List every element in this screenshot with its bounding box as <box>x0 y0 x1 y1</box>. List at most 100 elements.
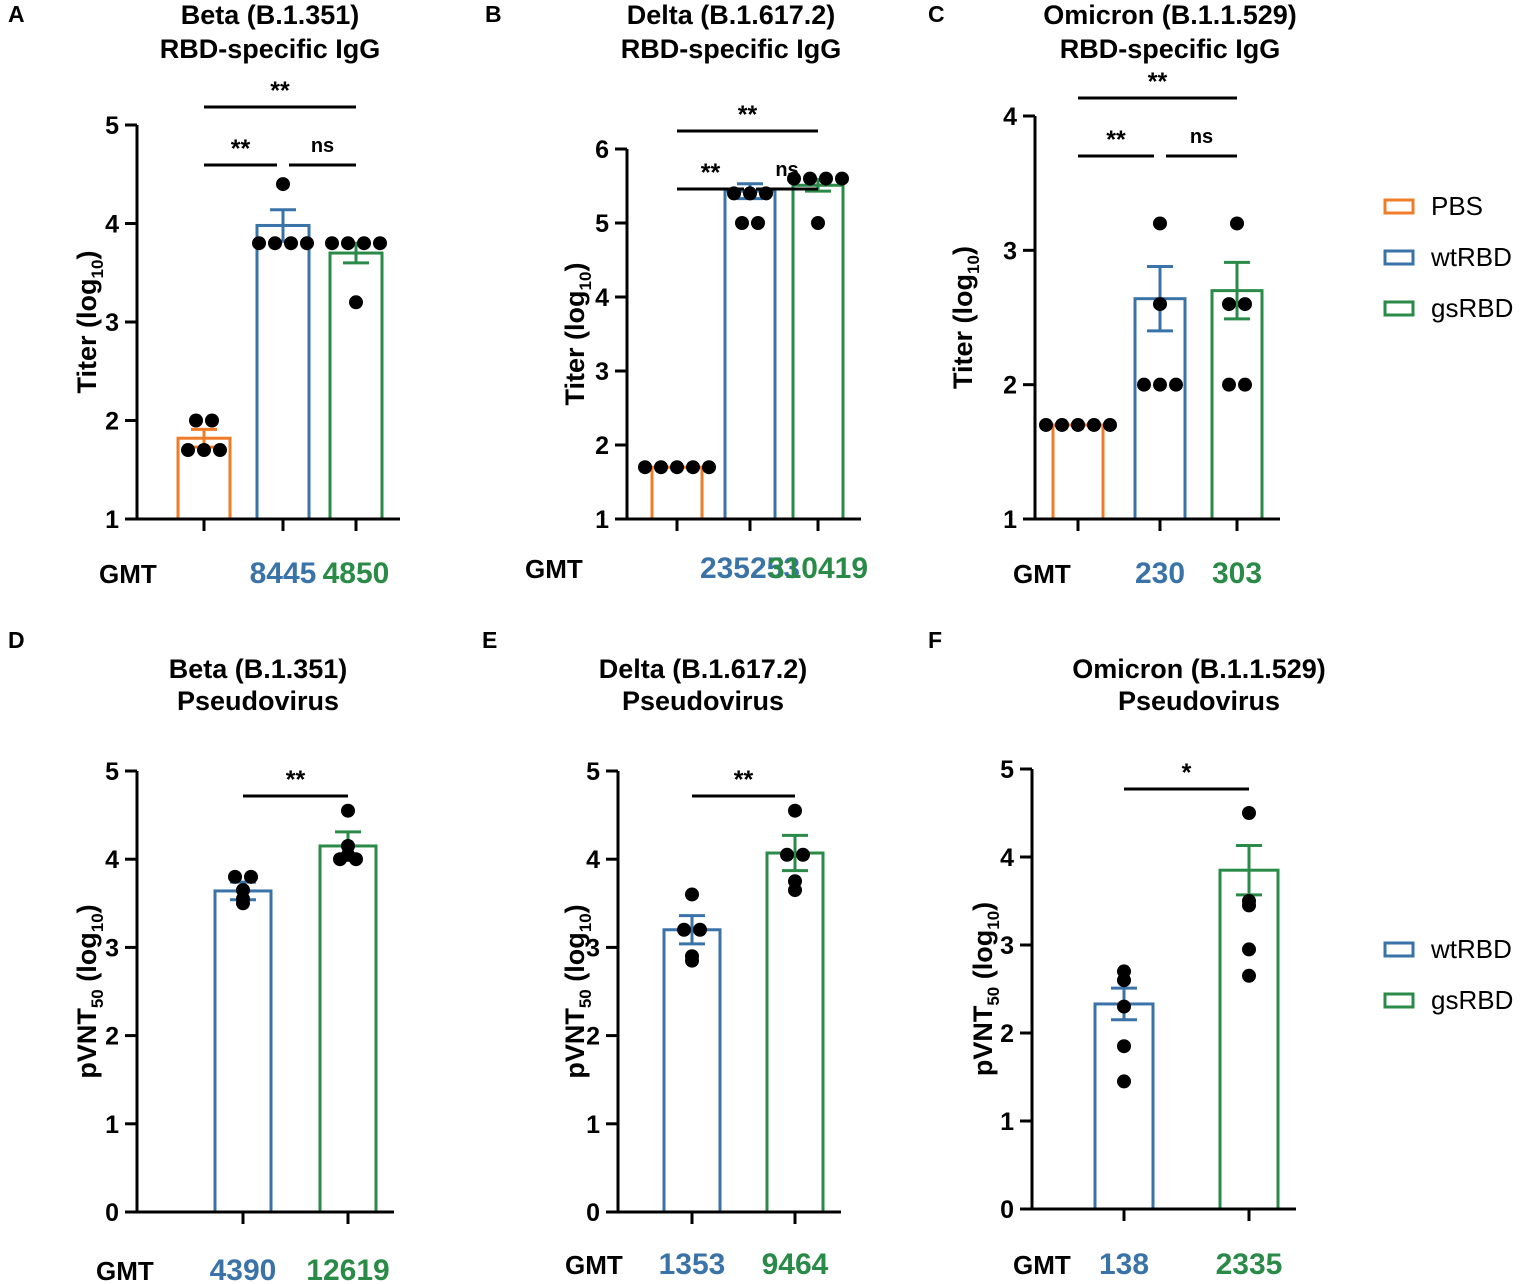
y-tick-label: 0 <box>586 1199 600 1227</box>
label-part: ) <box>72 251 102 260</box>
group-gsrbd-bar <box>328 251 384 521</box>
subscript: 10 <box>964 255 983 274</box>
legend-swatch-gsrbd <box>1383 992 1415 1009</box>
group-gsrbd-point <box>1242 898 1256 913</box>
group-pbs-point <box>1039 417 1053 432</box>
group-gsrbd-point <box>787 171 801 186</box>
y-tick-label: 2 <box>1003 372 1017 400</box>
panel-letter: E <box>482 627 497 653</box>
panel-letter: F <box>928 627 942 653</box>
y-tick-label: 4 <box>105 211 119 239</box>
group-pbs-bar <box>650 465 704 521</box>
subscript: 10 <box>576 272 595 291</box>
gmt-label: GMT <box>565 1250 623 1280</box>
y-tick-label: 6 <box>595 136 609 164</box>
group-wtrbd-bar <box>213 889 273 1214</box>
group-gsrbd-point <box>788 874 802 889</box>
group-wtrbd-point <box>1153 297 1167 312</box>
group-wtrbd-point <box>236 891 250 906</box>
group-gsrbd-point <box>796 847 810 862</box>
gmt-value-wtrbd: 8445 <box>250 557 317 590</box>
group-gsrbd-point <box>1238 297 1252 312</box>
group-wtrbd-point <box>284 236 298 251</box>
y-tick-label: 3 <box>1003 237 1017 265</box>
y-tick-label: 0 <box>1000 1196 1014 1224</box>
significance-label: ns <box>311 135 334 157</box>
legend-label-gsrbd: gsRBD <box>1431 293 1513 323</box>
group-wtrbd-point <box>1117 1039 1131 1054</box>
group-gsrbd-point <box>1230 216 1244 231</box>
y-tick-label: 5 <box>586 758 600 786</box>
group-gsrbd-point <box>341 803 355 818</box>
group-gsrbd-bar <box>765 851 825 1214</box>
group-wtrbd-point <box>751 216 765 230</box>
group-gsrbd-point <box>341 236 355 251</box>
label-part: ) <box>948 246 978 255</box>
group-wtrbd-point <box>743 186 757 201</box>
group-pbs-point <box>189 413 203 428</box>
y-tick-label: 5 <box>105 758 119 786</box>
group-wtrbd-point <box>1137 377 1151 392</box>
y-tick-label: 4 <box>1000 844 1014 872</box>
group-wtrbd-point <box>244 869 258 884</box>
label-part: (log <box>968 930 998 987</box>
gmt-label: GMT <box>1013 1250 1071 1280</box>
y-tick-label: 2 <box>105 1023 119 1051</box>
group-wtrbd-point <box>735 216 749 230</box>
label-part: ) <box>560 263 590 272</box>
chart-title: RBD-specific IgG <box>160 34 381 64</box>
y-axis-label: pVNT50 (log10) <box>560 904 595 1078</box>
significance-label: ** <box>1148 68 1168 96</box>
gmt-value-gsrbd: 9464 <box>762 1248 829 1281</box>
legend-swatch-gsrbd <box>1383 300 1415 317</box>
subscript: 10 <box>88 260 107 279</box>
gmt-value-wtrbd: 4390 <box>210 1254 277 1284</box>
group-gsrbd-point <box>357 236 371 251</box>
gmt-value-gsrbd: 310419 <box>768 552 868 585</box>
group-pbs-point <box>638 460 652 475</box>
significance-label: ** <box>1106 126 1126 154</box>
y-axis-label: pVNT50 (log10) <box>72 904 107 1078</box>
panel-a: A Beta (B.1.351) RBD-specific IgG 1 2 3 4 5 Tite… <box>8 0 400 590</box>
group-wtrbd-point <box>685 887 699 902</box>
significance-label: ns <box>775 159 798 181</box>
chart-title: Omicron (B.1.1.529) <box>1072 654 1326 684</box>
y-tick-label: 3 <box>105 934 119 962</box>
y-tick-label: 3 <box>586 934 600 962</box>
label-part: ) <box>560 904 590 913</box>
y-tick-label: 0 <box>105 1199 119 1227</box>
y-tick-label: 1 <box>586 1111 600 1139</box>
group-pbs-point <box>181 443 195 458</box>
group-wtrbd-point <box>1117 999 1131 1014</box>
chart-title: RBD-specific IgG <box>1060 34 1281 64</box>
group-wtrbd-point <box>1153 377 1167 392</box>
subscript: 10 <box>576 913 595 932</box>
significance-label: ** <box>270 77 290 105</box>
group-gsrbd-point <box>780 847 794 862</box>
y-tick-label: 1 <box>105 506 119 534</box>
legend-1: PBS wtRBD gsRBD <box>1383 191 1513 323</box>
gmt-value-gsrbd: 2335 <box>1216 1248 1283 1281</box>
significance-label: * <box>1182 759 1192 787</box>
group-gsrbd-bar <box>1210 289 1264 521</box>
panel-e: E Delta (B.1.617.2)Pseudovirus 0 1 2 3 4 5 pVNT5… <box>482 627 841 1281</box>
chart-title: Pseudovirus <box>1118 686 1280 716</box>
gmt-label: GMT <box>1013 559 1071 589</box>
label-part: ) <box>968 902 998 911</box>
chart-title: Beta (B.1.351) <box>169 654 348 684</box>
group-pbs-point <box>1071 417 1085 432</box>
significance-label: ** <box>734 766 754 794</box>
group-wtrbd-point <box>276 177 290 192</box>
group-wtrbd-point <box>228 869 242 884</box>
y-tick-label: 2 <box>586 1023 600 1051</box>
y-tick-label: 5 <box>1000 756 1014 784</box>
chart-title: Pseudovirus <box>622 686 784 716</box>
group-pbs-bar <box>1051 423 1105 521</box>
subscript: 10 <box>88 913 107 932</box>
y-tick-label: 2 <box>105 408 119 436</box>
group-gsrbd-point <box>811 216 825 230</box>
group-wtrbd-bar <box>1093 1002 1155 1211</box>
group-wtrbd-point <box>300 236 314 251</box>
significance-label: ** <box>738 101 758 129</box>
label-part: (log <box>72 932 102 989</box>
